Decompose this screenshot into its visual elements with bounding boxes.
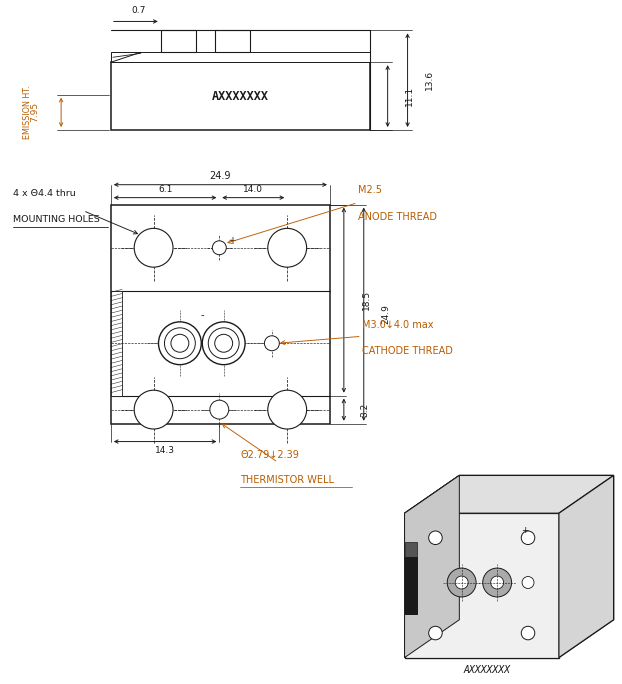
Text: EMISSION HT.: EMISSION HT. (23, 86, 32, 139)
Text: 24.9: 24.9 (210, 171, 231, 181)
Text: +: + (521, 526, 529, 535)
Polygon shape (559, 475, 614, 657)
Text: -: - (200, 310, 203, 320)
Text: AXXXXXXX: AXXXXXXX (463, 665, 510, 674)
Circle shape (164, 328, 195, 358)
Polygon shape (404, 475, 614, 513)
Text: 4 x Θ4.4 thru: 4 x Θ4.4 thru (13, 189, 76, 198)
Text: +: + (228, 236, 236, 246)
Circle shape (210, 400, 229, 419)
Text: 3.2: 3.2 (361, 402, 369, 417)
Circle shape (215, 334, 233, 352)
Bar (111, 52, 369, 62)
Circle shape (491, 576, 504, 589)
Text: CATHODE THREAD: CATHODE THREAD (362, 346, 453, 356)
Circle shape (134, 390, 173, 429)
Text: M3.0↓4.0 max: M3.0↓4.0 max (362, 320, 434, 330)
Polygon shape (404, 475, 459, 657)
Bar (111, 62, 369, 130)
Text: 14.3: 14.3 (155, 446, 175, 455)
Text: ANODE THREAD: ANODE THREAD (358, 211, 437, 222)
Text: 14.0: 14.0 (243, 185, 263, 194)
Text: 6.1: 6.1 (158, 185, 172, 194)
Text: 11.1: 11.1 (404, 86, 414, 106)
Circle shape (268, 390, 307, 429)
Circle shape (171, 334, 189, 352)
Polygon shape (404, 475, 614, 513)
Text: 0.7: 0.7 (132, 6, 146, 16)
Circle shape (429, 531, 442, 544)
Text: 7.95: 7.95 (30, 103, 39, 122)
Circle shape (268, 228, 307, 267)
Bar (404, 557, 417, 614)
Circle shape (159, 322, 202, 365)
Circle shape (483, 568, 512, 597)
Bar (215, 30, 250, 52)
Circle shape (212, 241, 226, 254)
Text: M2.5: M2.5 (358, 185, 382, 195)
Polygon shape (404, 513, 559, 657)
Bar (404, 542, 417, 557)
Text: MOUNTING HOLES: MOUNTING HOLES (13, 215, 100, 224)
Polygon shape (559, 475, 614, 657)
Bar (404, 557, 417, 614)
Circle shape (264, 336, 279, 351)
Bar (160, 30, 195, 52)
Bar (111, 291, 123, 395)
Circle shape (455, 576, 468, 589)
Circle shape (447, 568, 476, 597)
Text: 24.9: 24.9 (382, 304, 391, 324)
Text: Θ2.79↓2.39: Θ2.79↓2.39 (240, 449, 299, 460)
Circle shape (208, 328, 239, 358)
Circle shape (521, 627, 535, 640)
Circle shape (521, 531, 535, 544)
Circle shape (522, 577, 534, 588)
Text: AXXXXXXX: AXXXXXXX (212, 90, 269, 103)
Circle shape (429, 627, 442, 640)
Text: 18.5: 18.5 (362, 290, 371, 310)
Text: 13.6: 13.6 (424, 70, 434, 90)
Bar (111, 205, 330, 423)
Polygon shape (404, 475, 459, 657)
Circle shape (134, 228, 173, 267)
Circle shape (202, 322, 245, 365)
Polygon shape (404, 513, 559, 657)
Text: THERMISTOR WELL: THERMISTOR WELL (240, 475, 334, 486)
